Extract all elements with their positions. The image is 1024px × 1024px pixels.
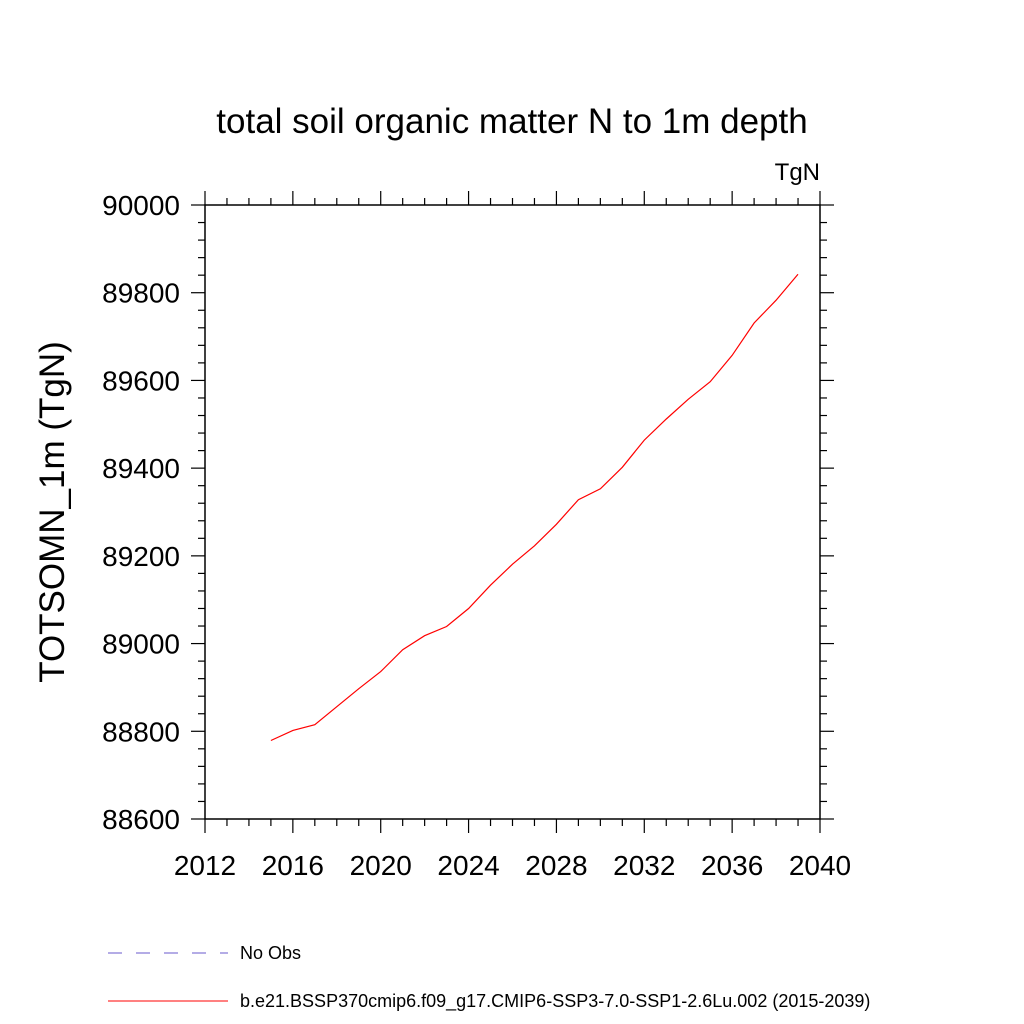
y-axis-label: TOTSOMN_1m (TgN) xyxy=(33,341,72,683)
y-tick-label: 89400 xyxy=(102,453,180,484)
y-tick-label: 89200 xyxy=(102,541,180,572)
y-tick-label: 90000 xyxy=(102,190,180,221)
plot-frame xyxy=(204,204,821,820)
x-tick-label: 2032 xyxy=(613,850,675,881)
x-tick-label: 2020 xyxy=(350,850,412,881)
x-tick-label: 2024 xyxy=(437,850,499,881)
y-tick-label: 89800 xyxy=(102,278,180,309)
axis-ticks xyxy=(191,191,834,833)
series-lines xyxy=(270,273,799,742)
x-tick-label: 2040 xyxy=(789,850,851,881)
legend-label-no-obs: No Obs xyxy=(240,943,301,963)
legend: No Obs b.e21.BSSP370cmip6.f09_g17.CMIP6-… xyxy=(108,943,870,1012)
series-line xyxy=(270,273,799,742)
x-tick-label: 2012 xyxy=(174,850,236,881)
x-tick-label: 2028 xyxy=(525,850,587,881)
y-tick-label: 88600 xyxy=(102,804,180,835)
y-tick-label: 88800 xyxy=(102,716,180,747)
x-tick-label: 2016 xyxy=(262,850,324,881)
units-label: TgN xyxy=(775,159,820,186)
y-tick-label: 89000 xyxy=(102,629,180,660)
x-tick-label: 2036 xyxy=(701,850,763,881)
chart-title: total soil organic matter N to 1m depth xyxy=(216,102,807,141)
x-tick-labels: 2012 2016 2020 2024 2028 2032 2036 2040 xyxy=(174,850,851,881)
y-tick-labels: 88600 88800 89000 89200 89400 89600 89800 90000 xyxy=(102,190,180,835)
y-tick-label: 89600 xyxy=(102,365,180,396)
legend-label-model: b.e21.BSSP370cmip6.f09_g17.CMIP6-SSP3-7.… xyxy=(240,991,870,1012)
